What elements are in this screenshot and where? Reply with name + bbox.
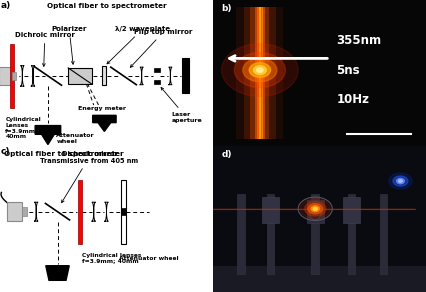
Circle shape bbox=[399, 180, 402, 182]
Bar bbox=[257, 7, 262, 139]
Text: Cylindrical lenses
f=3.9mm; 40mm: Cylindrical lenses f=3.9mm; 40mm bbox=[82, 253, 141, 263]
Ellipse shape bbox=[309, 204, 321, 220]
Bar bbox=[181, 58, 189, 93]
Text: Flip top mirror: Flip top mirror bbox=[130, 29, 193, 67]
Text: a): a) bbox=[1, 1, 12, 10]
Circle shape bbox=[393, 176, 408, 186]
Bar bbox=[348, 194, 355, 274]
Circle shape bbox=[305, 201, 326, 216]
Bar bbox=[154, 68, 159, 72]
Bar bbox=[257, 7, 262, 139]
Bar bbox=[121, 208, 126, 215]
Circle shape bbox=[300, 199, 330, 219]
Circle shape bbox=[249, 63, 271, 77]
Text: 5ns: 5ns bbox=[337, 64, 360, 77]
Text: d): d) bbox=[222, 150, 232, 159]
Polygon shape bbox=[35, 126, 61, 145]
Circle shape bbox=[253, 66, 266, 74]
Bar bbox=[380, 194, 387, 274]
Bar bbox=[9, 44, 14, 108]
Bar bbox=[236, 7, 283, 139]
Bar bbox=[0, 67, 12, 85]
Bar bbox=[259, 7, 261, 139]
Polygon shape bbox=[105, 202, 108, 221]
Bar bbox=[307, 200, 324, 223]
Circle shape bbox=[243, 58, 277, 82]
Text: Energy meter: Energy meter bbox=[78, 106, 126, 111]
Circle shape bbox=[234, 53, 285, 88]
Bar bbox=[8, 202, 23, 221]
Text: c): c) bbox=[1, 147, 11, 156]
Text: Attenuator
wheel: Attenuator wheel bbox=[56, 133, 95, 144]
Text: 10Hz: 10Hz bbox=[337, 93, 369, 106]
Text: Dichroic mirror: Dichroic mirror bbox=[15, 32, 75, 66]
Circle shape bbox=[313, 207, 317, 210]
Circle shape bbox=[308, 204, 323, 214]
Bar bbox=[343, 197, 360, 223]
Polygon shape bbox=[46, 266, 69, 280]
Polygon shape bbox=[32, 66, 35, 86]
Circle shape bbox=[397, 178, 404, 184]
Circle shape bbox=[311, 206, 320, 212]
Text: λ/2 waveplate: λ/2 waveplate bbox=[107, 26, 170, 64]
Bar bbox=[78, 180, 82, 244]
Text: b): b) bbox=[222, 4, 232, 13]
Bar bbox=[237, 194, 245, 274]
Text: Polarizer: Polarizer bbox=[52, 26, 87, 64]
Circle shape bbox=[256, 68, 263, 72]
Bar bbox=[68, 68, 92, 84]
Bar bbox=[250, 7, 269, 139]
Bar bbox=[154, 80, 159, 84]
Bar bbox=[23, 207, 27, 216]
Polygon shape bbox=[35, 202, 38, 221]
Circle shape bbox=[222, 44, 298, 96]
Text: Attenuator wheel: Attenuator wheel bbox=[119, 256, 179, 260]
Bar bbox=[121, 180, 126, 244]
Text: Laser
aperture: Laser aperture bbox=[161, 88, 202, 123]
Text: Optical fiber to spectrometer: Optical fiber to spectrometer bbox=[4, 151, 124, 157]
Bar bbox=[262, 197, 279, 223]
Bar bbox=[255, 7, 265, 139]
Polygon shape bbox=[93, 115, 116, 131]
Bar bbox=[103, 67, 106, 85]
Polygon shape bbox=[169, 67, 172, 85]
Polygon shape bbox=[140, 67, 143, 85]
Text: 355nm: 355nm bbox=[337, 34, 382, 47]
Polygon shape bbox=[92, 202, 95, 221]
Polygon shape bbox=[20, 66, 24, 86]
Bar bbox=[244, 7, 276, 139]
Bar bbox=[12, 72, 15, 80]
Text: Dichroic mirror
Transmissive from 405 nm: Dichroic mirror Transmissive from 405 nm bbox=[40, 150, 138, 203]
Bar bbox=[267, 194, 274, 274]
Bar bbox=[311, 194, 319, 274]
Bar bbox=[213, 266, 426, 292]
Text: Cylindrical
Lenses
f=3.9mm;
40mm: Cylindrical Lenses f=3.9mm; 40mm bbox=[5, 117, 41, 139]
Text: Optical fiber to spectrometer: Optical fiber to spectrometer bbox=[47, 3, 166, 9]
Circle shape bbox=[389, 173, 412, 189]
